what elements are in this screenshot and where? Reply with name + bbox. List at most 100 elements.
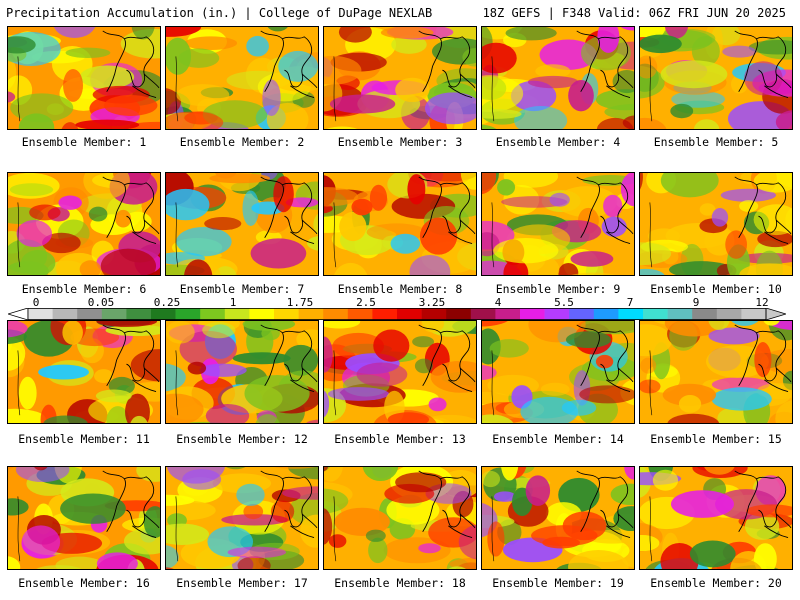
ensemble-member-map <box>481 172 635 276</box>
ensemble-member-map <box>481 320 635 424</box>
colorbar-segment <box>643 308 668 320</box>
colorbar-segment <box>372 308 398 320</box>
precipitation-field <box>8 173 160 275</box>
precipitation-field <box>166 467 318 569</box>
precipitation-field <box>324 467 476 569</box>
colorbar-segment <box>323 308 349 320</box>
colorbar-segment <box>298 308 324 320</box>
colorbar-segment <box>224 308 250 320</box>
precipitation-field <box>8 27 160 129</box>
precipitation-field <box>324 173 476 275</box>
ensemble-member-label: Ensemble Member: 15 <box>650 432 782 446</box>
model-run-info: 18Z GEFS | F348 Valid: 06Z FRI JUN 20 20… <box>482 6 786 20</box>
colorbar-segment <box>347 308 373 320</box>
precipitation-field <box>324 27 476 129</box>
precipitation-field <box>482 321 634 423</box>
ensemble-member-map <box>323 26 477 130</box>
ensemble-member-label: Ensemble Member: 1 <box>21 135 147 149</box>
colorbar-segment <box>495 308 521 320</box>
ensemble-member-label: Ensemble Member: 2 <box>179 135 305 149</box>
ensemble-member-map <box>7 320 161 424</box>
ensemble-member-label: Ensemble Member: 14 <box>492 432 624 446</box>
colorbar-tick-label: 0 <box>32 296 40 309</box>
ensemble-member-map <box>639 320 793 424</box>
colorbar-segment <box>200 308 226 320</box>
colorbar-tick-label: 7 <box>626 296 634 309</box>
colorbar-tick-label: 12 <box>755 296 769 309</box>
colorbar-max-arrow <box>765 308 786 320</box>
colorbar-segment <box>692 308 718 320</box>
precipitation-field <box>166 173 318 275</box>
precipitation-field <box>640 321 792 423</box>
ensemble-member-map <box>7 466 161 570</box>
precipitation-field <box>640 27 792 129</box>
ensemble-member-map <box>165 320 319 424</box>
colorbar-segment <box>544 308 570 320</box>
ensemble-member-map <box>323 172 477 276</box>
colorbar-segment <box>249 308 275 320</box>
colorbar-segment <box>397 308 422 320</box>
ensemble-member-label: Ensemble Member: 16 <box>18 576 150 590</box>
ensemble-member-label: Ensemble Member: 4 <box>495 135 621 149</box>
map-title: Precipitation Accumulation (in.) | Colle… <box>6 6 433 20</box>
ensemble-member-label: Ensemble Member: 8 <box>337 282 463 296</box>
colorbar-segment <box>101 308 127 320</box>
colorbar-tick-label: 5.5 <box>554 296 574 309</box>
ensemble-member-label: Ensemble Member: 11 <box>18 432 150 446</box>
precipitation-colorbar <box>8 308 786 320</box>
ensemble-member-map <box>7 26 161 130</box>
ensemble-member-label: Ensemble Member: 5 <box>653 135 779 149</box>
ensemble-member-label: Ensemble Member: 10 <box>650 282 782 296</box>
ensemble-member-map <box>481 466 635 570</box>
colorbar-tick-label: 0.25 <box>153 296 181 309</box>
ensemble-member-map <box>639 172 793 276</box>
colorbar-tick-label: 3.25 <box>418 296 446 309</box>
colorbar-segment <box>274 308 299 320</box>
precipitation-field <box>8 467 160 569</box>
colorbar-segment <box>470 308 496 320</box>
precipitation-field <box>482 27 634 129</box>
colorbar-segment <box>741 308 767 320</box>
ensemble-member-map <box>639 466 793 570</box>
colorbar-segment <box>126 308 152 320</box>
colorbar-segment <box>446 308 472 320</box>
colorbar-min-arrow <box>8 308 29 320</box>
colorbar-segment <box>667 308 693 320</box>
colorbar-segment <box>151 308 176 320</box>
colorbar-segment <box>28 308 53 320</box>
colorbar-tick-label: 9 <box>692 296 700 309</box>
ensemble-member-label: Ensemble Member: 12 <box>176 432 308 446</box>
ensemble-member-map <box>639 26 793 130</box>
ensemble-member-label: Ensemble Member: 9 <box>495 282 621 296</box>
ensemble-member-label: Ensemble Member: 7 <box>179 282 305 296</box>
ensemble-member-map <box>165 172 319 276</box>
colorbar-tick-label: 1.75 <box>286 296 314 309</box>
colorbar-segment <box>618 308 644 320</box>
colorbar-tick-label: 4 <box>494 296 502 309</box>
precipitation-field <box>166 321 318 423</box>
ensemble-member-map <box>165 466 319 570</box>
colorbar-segment <box>77 308 103 320</box>
colorbar-segment <box>593 308 619 320</box>
precipitation-field <box>324 321 476 423</box>
ensemble-member-label: Ensemble Member: 3 <box>337 135 463 149</box>
ensemble-member-label: Ensemble Member: 6 <box>21 282 147 296</box>
precipitation-field <box>640 467 792 569</box>
ensemble-member-map <box>7 172 161 276</box>
colorbar-segment <box>52 308 78 320</box>
colorbar-segment <box>175 308 201 320</box>
ensemble-member-map <box>323 466 477 570</box>
precipitation-field <box>166 27 318 129</box>
colorbar-tick-label: 1 <box>229 296 237 309</box>
precipitation-field <box>640 173 792 275</box>
colorbar-segment <box>716 308 742 320</box>
colorbar-tick-label: 0.05 <box>87 296 115 309</box>
ensemble-member-label: Ensemble Member: 17 <box>176 576 308 590</box>
ensemble-member-map <box>165 26 319 130</box>
ensemble-member-label: Ensemble Member: 18 <box>334 576 466 590</box>
ensemble-member-map <box>481 26 635 130</box>
ensemble-member-map <box>323 320 477 424</box>
colorbar-tick-label: 2.5 <box>356 296 376 309</box>
precipitation-field <box>482 173 634 275</box>
ensemble-member-label: Ensemble Member: 20 <box>650 576 782 590</box>
